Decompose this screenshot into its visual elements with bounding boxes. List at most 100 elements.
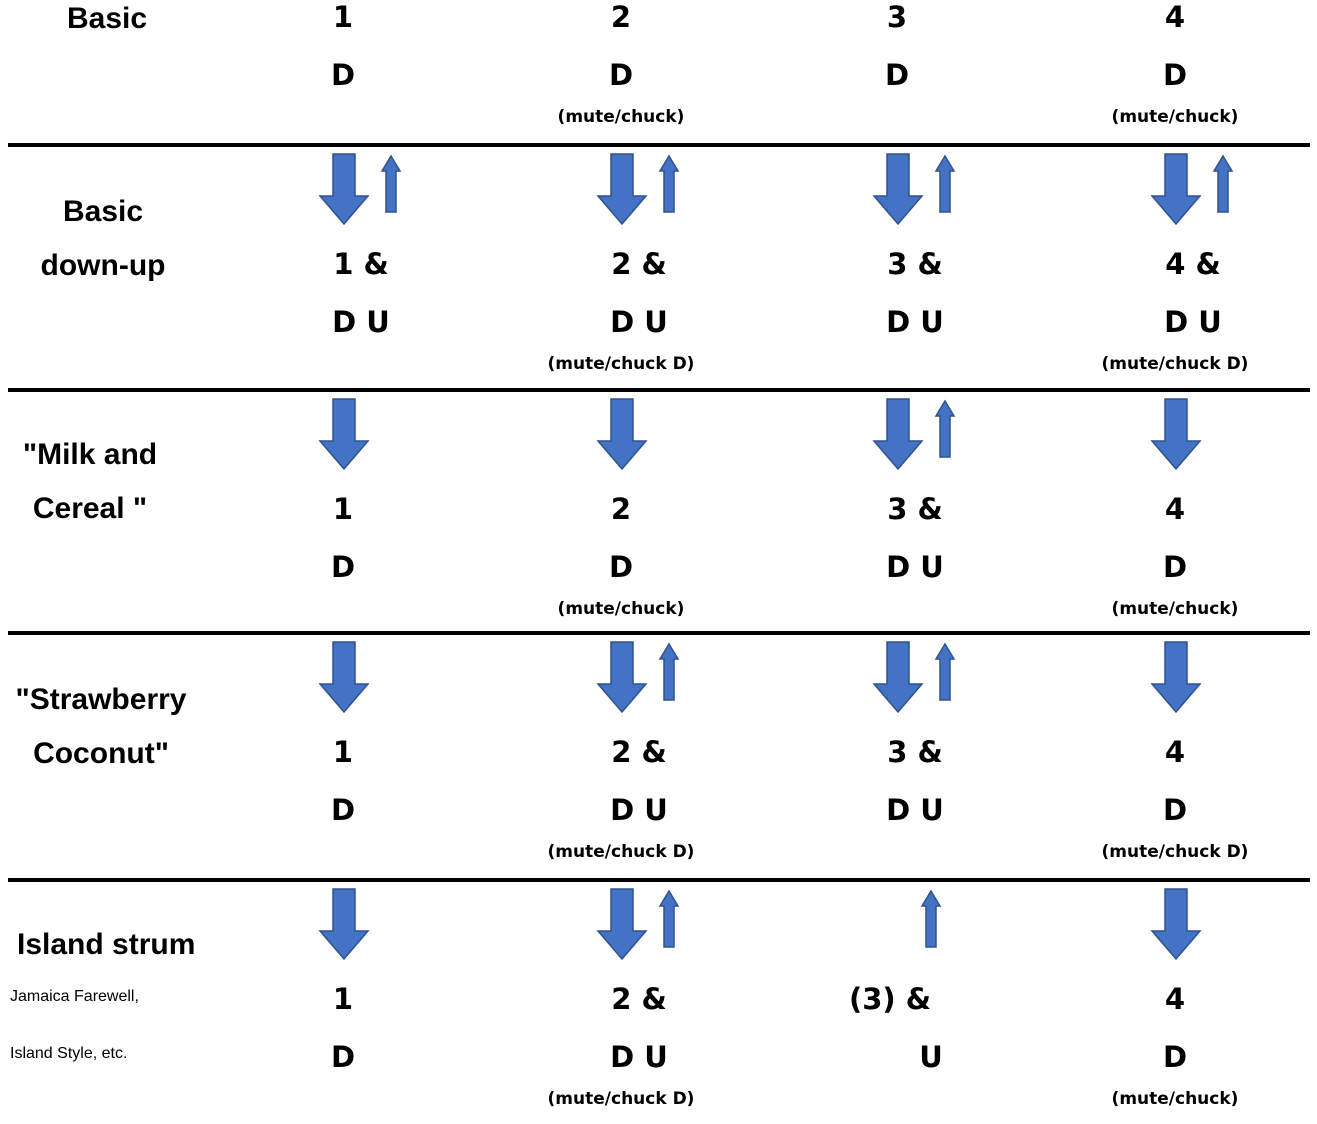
up-arrow-icon — [381, 155, 401, 213]
beat-count: 2 & — [611, 982, 667, 1016]
strum-direction: D U — [610, 305, 668, 339]
strum-arrows — [1151, 641, 1201, 713]
mute-chuck-note: (mute/chuck) — [558, 107, 685, 127]
up-arrow-icon — [1213, 155, 1233, 213]
strum-arrows — [597, 398, 647, 470]
down-arrow-icon — [597, 888, 647, 960]
strum-arrows — [873, 641, 955, 713]
beat-count: 1 — [333, 982, 353, 1016]
beat-count: (3) & — [849, 982, 931, 1016]
strum-direction: D U — [332, 305, 390, 339]
pattern-title: Basic — [63, 195, 143, 229]
up-arrow-icon — [659, 643, 679, 701]
strum-direction: D U — [886, 550, 944, 584]
up-arrow-icon — [659, 155, 679, 213]
beat-count: 3 & — [887, 735, 943, 769]
down-arrow-icon — [1151, 641, 1201, 713]
strum-arrows — [319, 641, 369, 713]
pattern-title: "Milk and — [23, 438, 157, 472]
beat-count: 3 — [887, 0, 907, 34]
down-arrow-icon — [597, 398, 647, 470]
strum-direction: D — [609, 58, 633, 92]
beat-count: 4 — [1165, 735, 1185, 769]
mute-chuck-note: (mute/chuck D) — [548, 1089, 695, 1109]
pattern-subtitle: Island Style, etc. — [10, 1045, 127, 1063]
strum-arrows — [1151, 153, 1233, 225]
strum-arrows — [873, 398, 955, 470]
strum-direction: D — [331, 1040, 355, 1074]
strum-direction: D — [1163, 550, 1187, 584]
up-arrow-icon — [921, 890, 941, 948]
strum-arrows — [597, 641, 679, 713]
strum-arrows — [597, 888, 679, 960]
pattern-title: Cereal " — [33, 492, 147, 526]
section-divider — [8, 631, 1310, 635]
strum-arrows — [319, 398, 369, 470]
beat-count: 2 & — [611, 247, 667, 281]
down-arrow-icon — [319, 153, 369, 225]
up-arrow-icon — [935, 643, 955, 701]
beat-count: 2 — [611, 0, 631, 34]
mute-chuck-note: (mute/chuck D) — [548, 354, 695, 374]
strum-direction: D — [1163, 1040, 1187, 1074]
strum-direction: D U — [1164, 305, 1222, 339]
strum-direction: D U — [886, 305, 944, 339]
section-divider — [8, 878, 1310, 882]
strum-direction: D — [1163, 58, 1187, 92]
beat-count: 4 — [1165, 492, 1185, 526]
beat-count: 4 — [1165, 982, 1185, 1016]
strum-direction: D U — [886, 793, 944, 827]
beat-count: 2 & — [611, 735, 667, 769]
strum-arrows — [873, 153, 955, 225]
strum-arrows — [319, 153, 401, 225]
pattern-title: Coconut" — [33, 737, 169, 771]
strum-direction: D U — [610, 793, 668, 827]
pattern-title: Island strum — [17, 928, 195, 962]
beat-count: 1 & — [333, 247, 389, 281]
mute-chuck-note: (mute/chuck D) — [1102, 354, 1249, 374]
pattern-title: "Strawberry — [16, 683, 187, 717]
down-arrow-icon — [873, 398, 923, 470]
down-arrow-icon — [873, 641, 923, 713]
beat-count: 4 — [1165, 0, 1185, 34]
mute-chuck-note: (mute/chuck D) — [548, 842, 695, 862]
section-divider — [8, 143, 1310, 147]
strum-arrows — [597, 153, 679, 225]
up-arrow-icon — [935, 400, 955, 458]
down-arrow-icon — [597, 153, 647, 225]
mute-chuck-note: (mute/chuck) — [558, 599, 685, 619]
down-arrow-icon — [873, 153, 923, 225]
strum-direction: D — [609, 550, 633, 584]
strum-arrows — [1151, 888, 1201, 960]
strum-arrows — [921, 888, 941, 948]
strum-direction: D — [331, 550, 355, 584]
down-arrow-icon — [319, 888, 369, 960]
strum-arrows — [319, 888, 369, 960]
pattern-subtitle: Jamaica Farewell, — [10, 988, 139, 1006]
down-arrow-icon — [1151, 153, 1201, 225]
beat-count: 1 — [333, 0, 353, 34]
down-arrow-icon — [319, 641, 369, 713]
strum-direction: D — [331, 793, 355, 827]
up-arrow-icon — [659, 890, 679, 948]
strum-direction: D — [1163, 793, 1187, 827]
section-divider — [8, 388, 1310, 392]
beat-count: 4 & — [1165, 247, 1221, 281]
down-arrow-icon — [1151, 888, 1201, 960]
beat-count: 1 — [333, 492, 353, 526]
strum-direction: D — [331, 58, 355, 92]
strum-arrows — [1151, 398, 1201, 470]
strum-direction: D — [885, 58, 909, 92]
mute-chuck-note: (mute/chuck) — [1112, 107, 1239, 127]
down-arrow-icon — [319, 398, 369, 470]
down-arrow-icon — [1151, 398, 1201, 470]
beat-count: 3 & — [887, 492, 943, 526]
mute-chuck-note: (mute/chuck) — [1112, 599, 1239, 619]
pattern-title: down-up — [41, 249, 166, 283]
up-arrow-icon — [935, 155, 955, 213]
beat-count: 3 & — [887, 247, 943, 281]
beat-count: 2 — [611, 492, 631, 526]
pattern-title: Basic — [67, 2, 147, 36]
strum-direction: U — [919, 1040, 943, 1074]
